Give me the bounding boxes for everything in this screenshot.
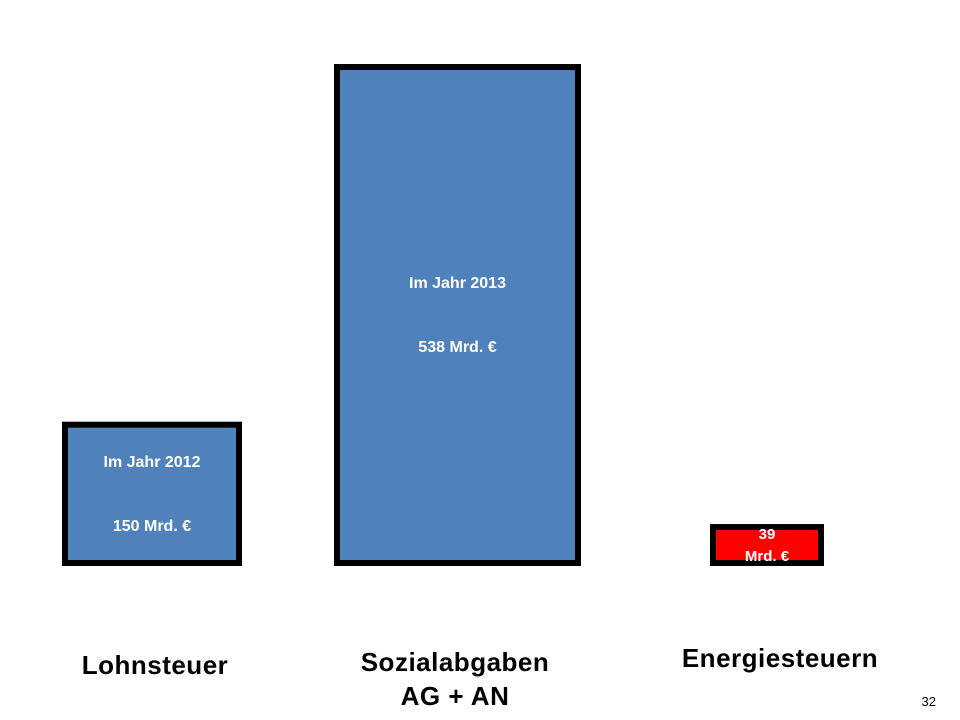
bar-label-sozialabgaben-line1: Im Jahr 2013 <box>409 275 506 292</box>
category-label-sozialabgaben-line2: AG + AN <box>400 681 510 711</box>
bar-energiesteuern <box>710 524 824 567</box>
bar-label-energiesteuern-line2: Mrd. € <box>745 548 790 565</box>
bar-sozialabgaben <box>334 64 581 566</box>
category-label-sozialabgaben: Sozialabgaben AG + AN <box>325 645 585 713</box>
category-label-lohnsteuer: Lohnsteuer <box>81 650 229 680</box>
bar-label-sozialabgaben-line2: 538 Mrd. € <box>418 339 496 356</box>
bar-label-lohnsteuer-line2: 150 Mrd. € <box>113 518 191 535</box>
category-label-sozialabgaben-line1: Sozialabgaben <box>360 647 550 677</box>
page-number: 32 <box>921 694 936 709</box>
bar-lohnsteuer <box>62 421 242 566</box>
bar-label-lohnsteuer-line1: Im Jahr 2012 <box>104 454 201 471</box>
bar-label-energiesteuern-line1: 39 <box>759 526 776 543</box>
category-label-energiesteuern: Energiesteuern <box>681 643 879 673</box>
